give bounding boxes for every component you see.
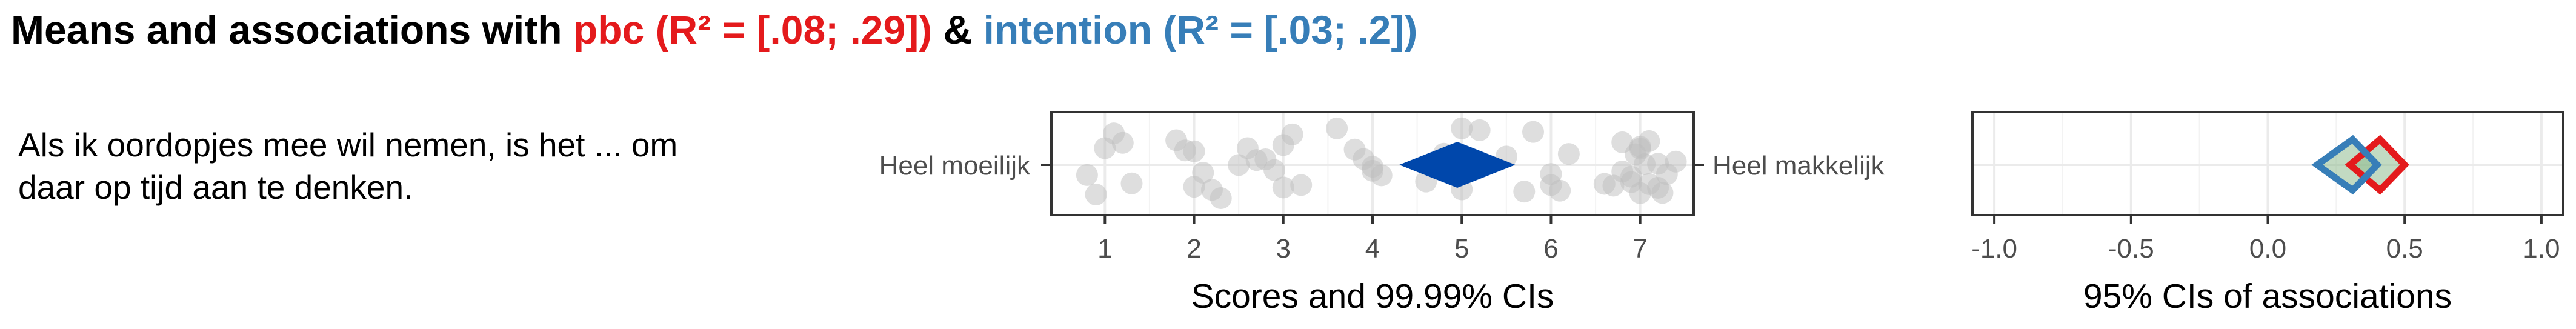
- scores-panel: Heel moeilijk Heel makkelijk 1 2 3 4 5 6 7 Sco…: [879, 111, 1885, 316]
- x-tick-label: 0.0: [2249, 234, 2286, 264]
- score-point: [1468, 119, 1491, 141]
- score-point: [1281, 123, 1303, 145]
- title-intention: intention (R² = [.03; .2]): [983, 7, 1418, 52]
- score-point: [1120, 172, 1143, 194]
- score-point: [1370, 164, 1393, 187]
- title-pbc: pbc (R² = [.08; .29]): [573, 7, 932, 52]
- score-point: [1522, 121, 1544, 143]
- x-tick-label: 1: [1097, 234, 1112, 264]
- item-text-line-1: Als ik oordopjes mee wil nemen, is het .…: [18, 126, 677, 164]
- scores-x-axis: 1 2 3 4 5 6 7: [1097, 215, 1648, 264]
- score-point: [1326, 117, 1348, 139]
- score-point: [1192, 161, 1214, 184]
- x-tick-label: 6: [1543, 234, 1558, 264]
- x-tick-label: 5: [1454, 234, 1469, 264]
- scores-points: [1076, 117, 1687, 210]
- score-point: [1513, 181, 1536, 203]
- score-point: [1085, 183, 1107, 205]
- mean-diamond: [1399, 142, 1516, 188]
- score-point: [1210, 187, 1232, 210]
- score-point: [1263, 159, 1286, 181]
- title-prefix: Means and associations with: [11, 7, 573, 52]
- x-tick-label: -0.5: [2108, 234, 2154, 264]
- x-tick-label: -1.0: [1971, 234, 2017, 264]
- chart-title: Means and associations with pbc (R² = [.…: [11, 7, 1417, 52]
- score-point: [1076, 164, 1098, 186]
- item-text-line-2: daar op tijd aan te denken.: [18, 168, 413, 206]
- score-point: [1665, 150, 1687, 173]
- score-point: [1228, 154, 1250, 176]
- association-diamonds: [2311, 135, 2409, 195]
- associations-x-axis: -1.0 -0.5 0.0 0.5 1.0: [1971, 215, 2560, 264]
- x-tick-label: 3: [1276, 234, 1291, 264]
- associations-panel: -1.0 -0.5 0.0 0.5 1.0 95% CIs of association…: [1971, 111, 2564, 316]
- intention-diamond-outline: [2311, 135, 2382, 195]
- associations-axis-title: 95% CIs of associations: [2083, 277, 2452, 316]
- x-tick-label: 1.0: [2523, 234, 2560, 264]
- scores-axis-title: Scores and 99.99% CIs: [1191, 277, 1554, 316]
- score-point: [1540, 163, 1562, 185]
- x-tick-label: 7: [1632, 234, 1647, 264]
- associations-gridlines: [1972, 112, 2563, 215]
- score-point: [1549, 179, 1571, 202]
- score-point: [1183, 140, 1205, 162]
- score-point: [1557, 143, 1580, 165]
- anchor-low-label: Heel moeilijk: [879, 151, 1031, 181]
- score-point: [1634, 153, 1656, 175]
- score-point: [1651, 182, 1674, 204]
- score-point: [1111, 131, 1134, 154]
- x-tick-label: 2: [1186, 234, 1201, 264]
- score-point: [1620, 171, 1642, 193]
- score-point: [1638, 130, 1660, 152]
- score-point: [1290, 174, 1313, 196]
- x-tick-label: 0.5: [2386, 234, 2423, 264]
- pbc-diamond-outline: [2345, 135, 2409, 195]
- anchor-high-label: Heel makkelijk: [1712, 151, 1885, 181]
- score-point: [1451, 117, 1473, 139]
- x-tick-label: 4: [1365, 234, 1380, 264]
- score-point: [1272, 176, 1294, 199]
- title-joiner: &: [932, 7, 983, 52]
